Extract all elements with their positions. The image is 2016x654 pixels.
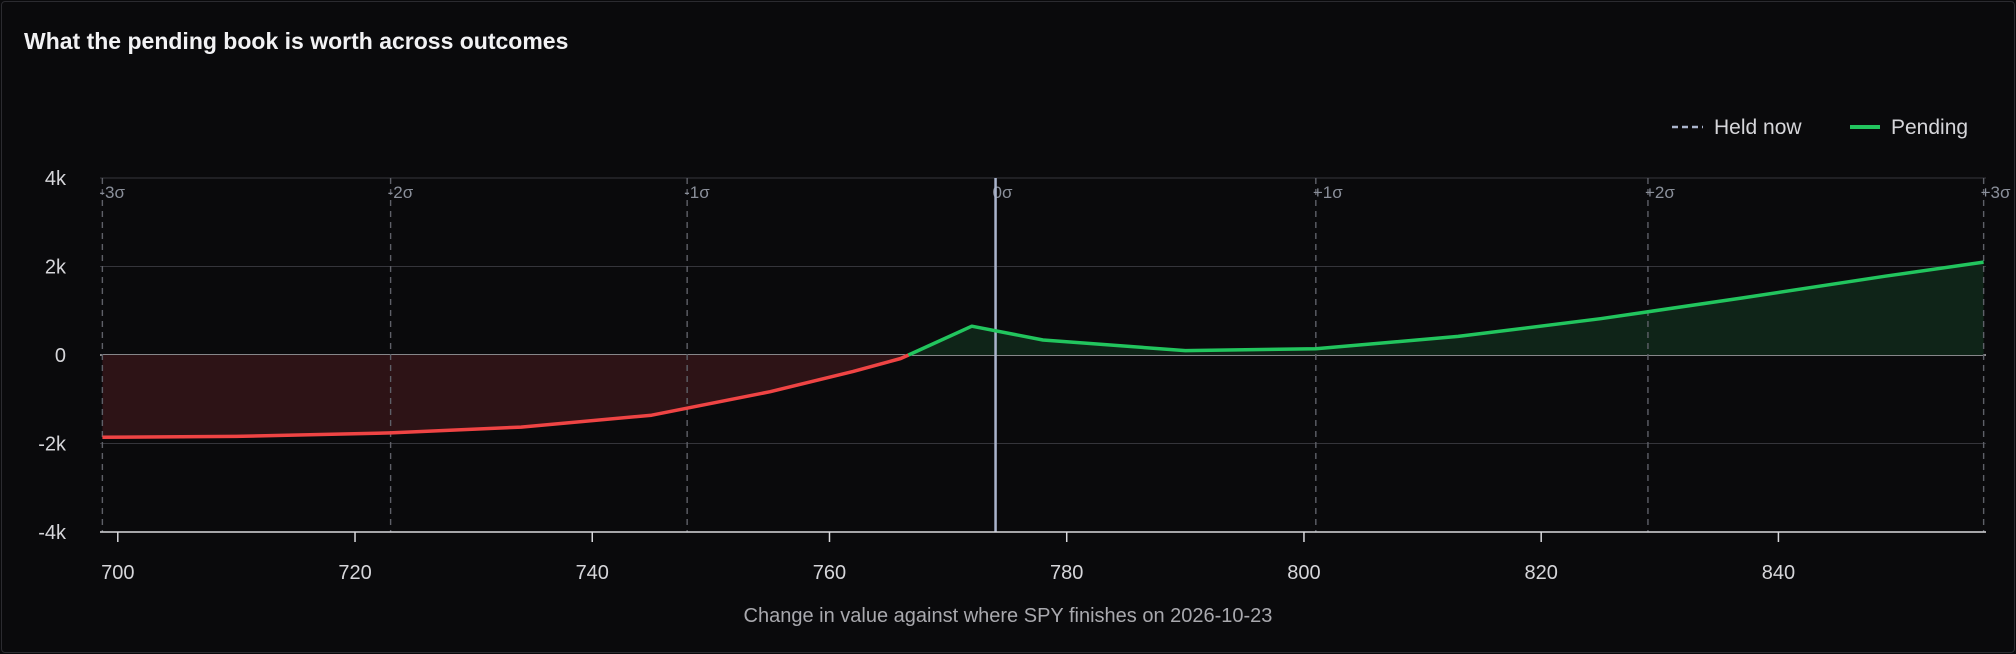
sigma-layer: -3σ -2σ -1σ 0σ +1σ +2σ +3σ [99, 178, 2011, 532]
x-tick-label: 700 [101, 562, 134, 584]
legend: Held now Pending [1672, 116, 1968, 139]
negative-area [102, 355, 909, 438]
axis-layer: 4k 2k 0 -2k -4k 700 720 740 760 780 800 820 840 [38, 168, 1986, 584]
x-axis-label: Change in value against where SPY finish… [744, 605, 1273, 627]
x-tick-label: 780 [1050, 562, 1083, 584]
x-tick-label: 720 [338, 562, 371, 584]
sigma-label: -1σ [684, 183, 710, 202]
y-tick-label: -4k [38, 522, 67, 544]
x-tick-label: 760 [813, 562, 846, 584]
x-tick-label: 800 [1287, 562, 1320, 584]
chart-title: What the pending book is worth across ou… [24, 28, 569, 54]
x-tick-label: 740 [576, 562, 609, 584]
y-tick-label: 4k [45, 168, 67, 190]
legend-pending-label: Pending [1891, 116, 1968, 139]
x-tick-label: 820 [1525, 562, 1558, 584]
line-layer [102, 178, 1984, 532]
y-tick-label: 2k [45, 257, 67, 279]
sigma-label: +1σ [1313, 183, 1343, 202]
sigma-label: 0σ [993, 183, 1013, 202]
pending-line-negative [102, 353, 910, 440]
y-tick-label: 0 [55, 345, 66, 367]
y-tick-label: -2k [38, 434, 67, 456]
positive-area [908, 262, 1984, 355]
sigma-label: -2σ [388, 183, 414, 202]
x-tick-label: 840 [1762, 562, 1795, 584]
sigma-label: +3σ [1981, 183, 2011, 202]
fill-layer [102, 262, 1984, 438]
pending-line-positive [907, 260, 1984, 357]
sigma-label: +2σ [1645, 183, 1675, 202]
sigma-label: -3σ [99, 183, 125, 202]
legend-held-now-label: Held now [1714, 116, 1802, 139]
